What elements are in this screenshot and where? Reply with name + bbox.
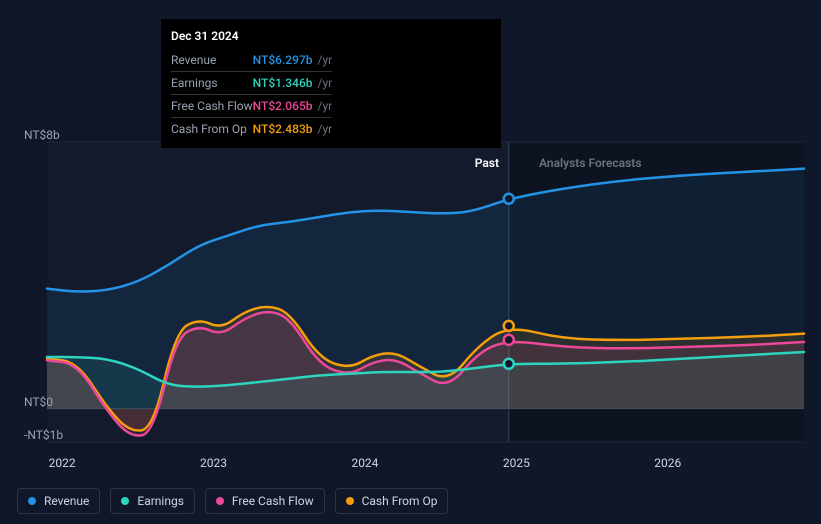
tooltip-metric-label: Cash From Op — [171, 118, 253, 141]
tooltip-metric-unit: /yr — [313, 99, 333, 113]
x-axis-label: 2025 — [503, 456, 530, 470]
tooltip-metric-value: NT$2.483b — [253, 122, 313, 136]
legend-label: Revenue — [44, 494, 89, 508]
hover-tooltip: Dec 31 2024RevenueNT$6.297b /yrEarningsN… — [161, 19, 501, 148]
x-axis-label: 2024 — [351, 456, 378, 470]
tooltip-metric-label: Earnings — [171, 72, 253, 95]
past-section-label: Past — [475, 156, 499, 170]
y-axis-label: -NT$1b — [24, 428, 63, 442]
tooltip-metric-value: NT$1.346b — [253, 76, 313, 90]
tooltip-date: Dec 31 2024 — [171, 27, 491, 45]
y-axis-label: NT$8b — [24, 128, 60, 142]
legend-item-revenue[interactable]: Revenue — [17, 488, 100, 514]
hover-marker-revenue — [504, 194, 514, 204]
tooltip-metric-label: Revenue — [171, 49, 253, 72]
hover-marker-fcf — [504, 335, 514, 345]
x-axis-label: 2022 — [49, 456, 76, 470]
tooltip-metric-label: Free Cash Flow — [171, 95, 253, 118]
legend-label: Free Cash Flow — [232, 494, 314, 508]
legend-dot-icon — [216, 497, 224, 505]
legend-dot-icon — [28, 497, 36, 505]
tooltip-metric-value: NT$6.297b — [253, 53, 313, 67]
tooltip-metric-unit: /yr — [313, 76, 333, 90]
legend-item-earnings[interactable]: Earnings — [110, 488, 195, 514]
tooltip-metric-unit: /yr — [313, 122, 333, 136]
chart-container: NT$8b NT$0 -NT$1b Past Analysts Forecasts 202… — [17, 120, 804, 479]
legend-label: Earnings — [137, 494, 184, 508]
legend-label: Cash From Op — [362, 494, 438, 508]
legend-dot-icon — [121, 497, 129, 505]
tooltip-metric-value: NT$2.065b — [253, 99, 313, 113]
financials-area-chart[interactable] — [17, 120, 804, 482]
hover-marker-earnings — [504, 359, 514, 369]
tooltip-table: RevenueNT$6.297b /yr EarningsNT$1.346b /y… — [171, 49, 332, 140]
chart-legend: Revenue Earnings Free Cash Flow Cash From O… — [17, 488, 448, 514]
legend-dot-icon — [346, 497, 354, 505]
forecast-section-label: Analysts Forecasts — [539, 156, 641, 170]
legend-item-fcf[interactable]: Free Cash Flow — [205, 488, 325, 514]
legend-item-cashop[interactable]: Cash From Op — [335, 488, 449, 514]
x-axis-label: 2023 — [200, 456, 227, 470]
hover-marker-cashop — [504, 321, 514, 331]
y-axis-label: NT$0 — [24, 395, 53, 409]
tooltip-metric-unit: /yr — [313, 53, 333, 67]
x-axis-label: 2026 — [654, 456, 681, 470]
